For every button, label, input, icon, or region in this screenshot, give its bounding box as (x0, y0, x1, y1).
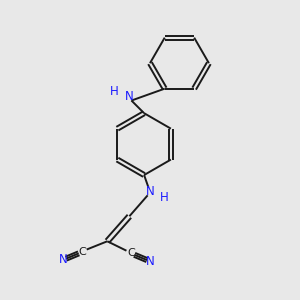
Text: N: N (59, 253, 68, 266)
Text: N: N (146, 185, 154, 198)
Text: N: N (146, 255, 154, 268)
Text: N: N (125, 91, 134, 103)
Text: H: H (110, 85, 119, 98)
Text: C: C (127, 248, 135, 258)
Text: H: H (160, 190, 169, 204)
Text: C: C (78, 247, 86, 256)
